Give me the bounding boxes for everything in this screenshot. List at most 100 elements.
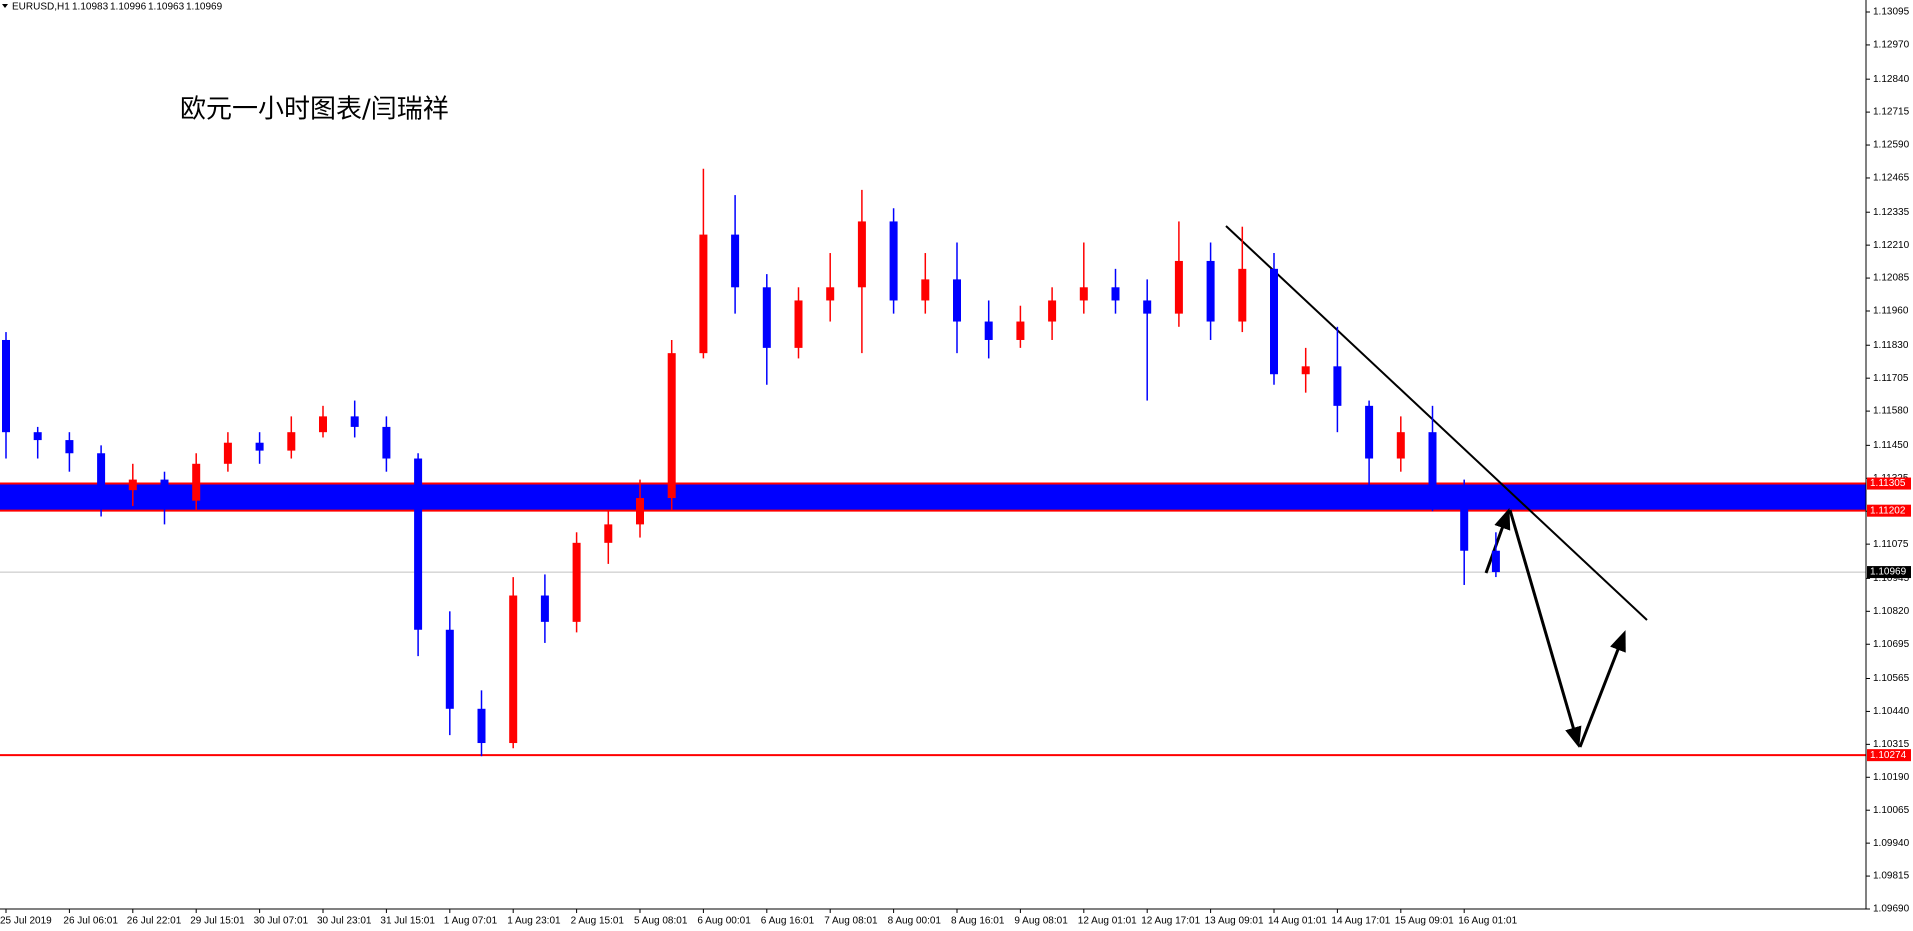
x-tick-label: 12 Aug 01:01 bbox=[1078, 916, 1137, 927]
candle-body bbox=[1491, 550, 1500, 573]
y-tick-label: 1.09940 bbox=[1873, 838, 1910, 849]
y-tick-label: 1.12335 bbox=[1873, 207, 1910, 218]
x-tick-label: 5 Aug 08:01 bbox=[634, 916, 688, 927]
y-tick-label: 1.13095 bbox=[1873, 7, 1910, 18]
zone-top-box bbox=[1867, 477, 1911, 490]
x-tick-label: 25 Jul 2019 bbox=[0, 916, 52, 927]
forecast-arrow bbox=[1508, 509, 1582, 749]
x-tick-label: 9 Aug 08:01 bbox=[1014, 916, 1068, 927]
candle-body bbox=[699, 234, 708, 354]
y-tick-label: 1.12465 bbox=[1873, 173, 1910, 184]
candle-body bbox=[572, 542, 581, 622]
candle-body bbox=[1174, 260, 1183, 314]
x-tick-label: 8 Aug 16:01 bbox=[951, 916, 1005, 927]
forecast-arrow bbox=[1484, 508, 1511, 574]
y-tick-label: 1.11450 bbox=[1873, 440, 1909, 451]
x-tick-label: 16 Aug 01:01 bbox=[1458, 916, 1517, 927]
x-tick-label: 6 Aug 16:01 bbox=[761, 916, 815, 927]
candle-body bbox=[604, 524, 613, 543]
y-tick-label: 1.12210 bbox=[1873, 240, 1910, 251]
y-tick-label: 1.10695 bbox=[1873, 639, 1910, 650]
y-tick-label: 1.11830 bbox=[1873, 340, 1909, 351]
chart-title: 欧元一小时图表/闫瑞祥 bbox=[180, 95, 449, 125]
candle-body bbox=[921, 279, 930, 301]
candle-body bbox=[255, 442, 264, 451]
candle-body bbox=[1396, 432, 1405, 459]
candle-body bbox=[1111, 287, 1120, 301]
quote-low: 1.10963 bbox=[148, 2, 185, 13]
zone-top-label: 1.11305 bbox=[1870, 478, 1906, 489]
y-tick-label: 1.12085 bbox=[1873, 273, 1910, 284]
y-tick-label: 1.10945 bbox=[1873, 573, 1910, 584]
candle-body bbox=[65, 440, 74, 454]
candle-body bbox=[350, 416, 359, 427]
candle-body bbox=[636, 498, 644, 525]
y-tick-label: 1.10315 bbox=[1873, 739, 1910, 750]
candle-body bbox=[953, 279, 961, 322]
candle-body bbox=[1206, 260, 1215, 322]
x-tick-label: 29 Jul 15:01 bbox=[190, 916, 245, 927]
y-tick-label: 1.12715 bbox=[1873, 107, 1910, 118]
quote-open: 1.10983 bbox=[72, 2, 109, 13]
candle-body bbox=[1428, 432, 1437, 485]
candle-body bbox=[287, 432, 296, 451]
candle-body bbox=[1333, 366, 1342, 406]
forecast-arrow bbox=[1578, 630, 1626, 748]
y-tick-label: 1.12590 bbox=[1873, 140, 1910, 151]
resistance-zone bbox=[0, 483, 1866, 511]
y-tick-label: 1.11705 bbox=[1873, 373, 1909, 384]
symbol: EURUSD,H1 bbox=[12, 2, 70, 13]
candle-body bbox=[731, 234, 740, 288]
x-tick-label: 26 Jul 06:01 bbox=[63, 916, 118, 927]
current-price-label: 1.10969 bbox=[1870, 567, 1907, 578]
y-tick-label: 1.12970 bbox=[1873, 40, 1910, 51]
zone-bottom-label: 1.11202 bbox=[1870, 505, 1906, 516]
candle-body bbox=[857, 221, 866, 288]
candle-body bbox=[382, 426, 391, 459]
candle-body bbox=[509, 595, 518, 744]
candle-body bbox=[1460, 484, 1469, 551]
y-tick-label: 1.12840 bbox=[1873, 74, 1910, 85]
y-tick-label: 1.11960 bbox=[1873, 306, 1909, 317]
candle-body bbox=[1238, 268, 1247, 322]
x-tick-label: 2 Aug 15:01 bbox=[571, 916, 625, 927]
menu-arrow[interactable] bbox=[2, 4, 8, 8]
quote-close: 1.10969 bbox=[186, 2, 223, 13]
candle-body bbox=[97, 453, 106, 491]
x-tick-label: 8 Aug 00:01 bbox=[888, 916, 942, 927]
candle-body bbox=[445, 629, 454, 709]
candle-body bbox=[984, 321, 993, 340]
support-box bbox=[1867, 749, 1911, 762]
y-tick-label: 1.10190 bbox=[1873, 772, 1910, 783]
candle-body bbox=[667, 353, 676, 499]
candle-body bbox=[2, 339, 10, 433]
y-tick-label: 1.09690 bbox=[1873, 904, 1910, 915]
y-tick-label: 1.10440 bbox=[1873, 706, 1910, 717]
candle-body bbox=[1079, 287, 1088, 301]
trend-line bbox=[1225, 225, 1648, 621]
candle-body bbox=[1301, 366, 1310, 375]
x-tick-label: 14 Aug 17:01 bbox=[1331, 916, 1390, 927]
candle-body bbox=[223, 442, 232, 464]
candle-body bbox=[889, 221, 898, 301]
quote-high: 1.10996 bbox=[110, 2, 147, 13]
candle-body bbox=[826, 287, 835, 301]
candle-body bbox=[128, 479, 137, 491]
candle-body bbox=[1016, 321, 1025, 340]
candle-body bbox=[1143, 300, 1152, 314]
candle-body bbox=[1270, 268, 1278, 375]
candle-body bbox=[319, 416, 327, 433]
candle-body bbox=[33, 432, 42, 441]
y-tick-label: 1.09815 bbox=[1873, 871, 1910, 882]
candle-body bbox=[160, 479, 169, 501]
x-tick-label: 6 Aug 00:01 bbox=[697, 916, 751, 927]
x-tick-label: 1 Aug 07:01 bbox=[444, 916, 498, 927]
candle-body bbox=[540, 595, 549, 622]
current-price-box bbox=[1867, 566, 1911, 579]
y-tick-label: 1.10065 bbox=[1873, 805, 1910, 816]
zone-bottom-box bbox=[1867, 504, 1911, 517]
candle-body bbox=[1365, 405, 1374, 459]
candle-body bbox=[192, 463, 201, 501]
x-tick-label: 7 Aug 08:01 bbox=[824, 916, 878, 927]
